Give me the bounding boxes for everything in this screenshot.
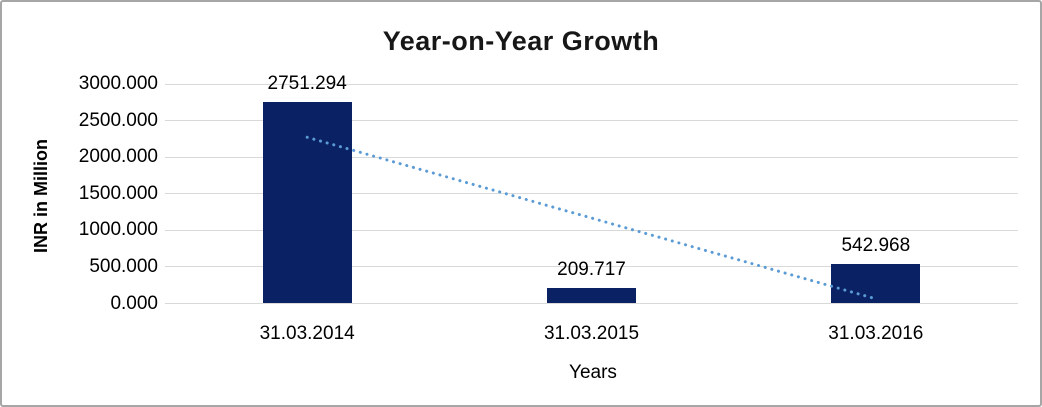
- y-tick-label: 1500.000: [78, 182, 158, 204]
- y-tick-label: 1000.000: [78, 219, 158, 241]
- bar-data-label: 2751.294: [267, 73, 347, 95]
- bar: [262, 102, 352, 304]
- y-tick-label: 3000.000: [78, 73, 158, 94]
- x-category-label: 31.03.2014: [259, 323, 355, 344]
- y-tick-label: 500.000: [89, 255, 158, 277]
- x-category-label: 31.03.2016: [828, 323, 924, 344]
- y-tick-label: 2500.000: [78, 109, 158, 131]
- y-tick-label: 0.000: [110, 292, 158, 314]
- x-axis-title: Years: [569, 362, 617, 383]
- bar-data-label: 209.717: [557, 259, 626, 281]
- bar-data-label: 542.968: [841, 234, 911, 256]
- chart-title: Year-on-Year Growth: [382, 26, 660, 56]
- bar: [547, 288, 636, 304]
- gridline: [165, 83, 1018, 85]
- gridline: [165, 120, 1018, 122]
- bar: [831, 263, 921, 304]
- x-category-label: 31.03.2015: [543, 323, 640, 344]
- y-tick-label: 2000.000: [78, 146, 158, 168]
- gridline: [165, 303, 1018, 304]
